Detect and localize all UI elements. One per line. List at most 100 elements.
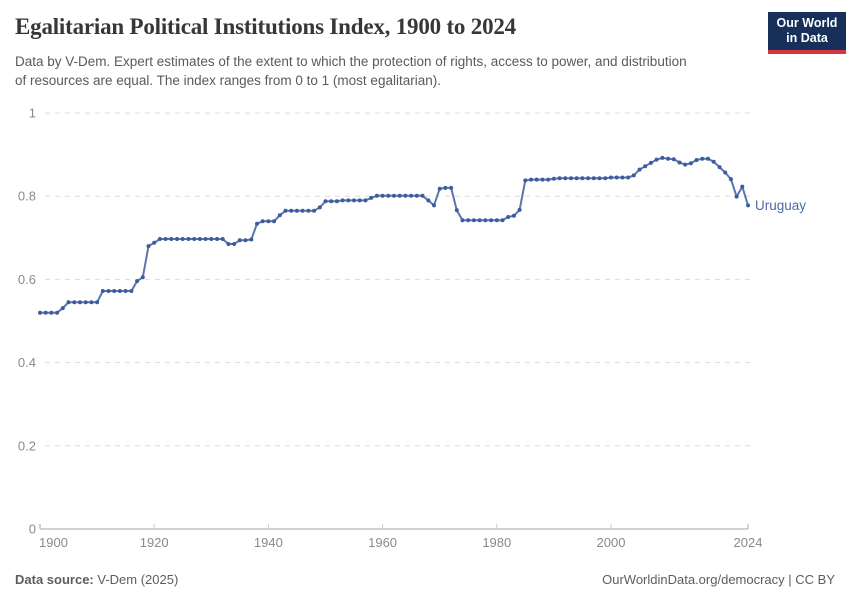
data-point[interactable]	[157, 237, 162, 241]
data-point[interactable]	[209, 237, 214, 241]
data-point[interactable]	[409, 193, 414, 198]
data-point[interactable]	[466, 218, 471, 223]
data-point[interactable]	[277, 213, 282, 218]
data-point[interactable]	[666, 156, 671, 161]
data-point[interactable]	[511, 213, 516, 218]
data-point[interactable]	[392, 193, 396, 198]
data-point[interactable]	[471, 218, 476, 223]
data-point[interactable]	[83, 300, 88, 305]
data-point[interactable]	[677, 160, 682, 165]
data-point[interactable]	[454, 208, 459, 213]
data-point[interactable]	[671, 157, 676, 162]
data-point[interactable]	[129, 289, 134, 293]
data-point[interactable]	[323, 199, 328, 204]
data-point[interactable]	[106, 289, 111, 293]
data-point[interactable]	[557, 176, 562, 181]
data-point[interactable]	[203, 237, 208, 241]
data-point[interactable]	[420, 193, 425, 198]
data-point[interactable]	[60, 306, 65, 311]
data-point[interactable]	[614, 175, 619, 180]
data-point[interactable]	[89, 300, 94, 305]
data-point[interactable]	[140, 275, 145, 280]
data-point[interactable]	[135, 279, 140, 284]
data-point[interactable]	[357, 198, 362, 203]
data-point[interactable]	[529, 177, 533, 182]
data-point[interactable]	[648, 160, 653, 165]
data-point[interactable]	[289, 208, 294, 213]
data-point[interactable]	[72, 300, 77, 305]
data-point[interactable]	[597, 176, 602, 181]
data-point[interactable]	[380, 193, 385, 198]
data-point[interactable]	[740, 184, 745, 189]
citation-link[interactable]: OurWorldinData.org/democracy | CC BY	[602, 572, 835, 587]
data-point[interactable]	[569, 176, 573, 181]
data-point[interactable]	[226, 242, 231, 246]
data-point[interactable]	[186, 237, 191, 241]
data-point[interactable]	[494, 218, 499, 223]
data-point[interactable]	[112, 289, 117, 293]
data-point[interactable]	[706, 156, 710, 161]
data-point[interactable]	[78, 300, 82, 305]
data-point[interactable]	[55, 310, 60, 315]
data-point[interactable]	[312, 208, 317, 213]
data-point[interactable]	[414, 193, 419, 198]
data-point[interactable]	[215, 237, 219, 241]
data-point[interactable]	[232, 242, 237, 246]
data-point[interactable]	[637, 167, 642, 172]
data-point[interactable]	[477, 218, 482, 223]
data-point[interactable]	[426, 198, 431, 203]
data-point[interactable]	[586, 176, 591, 181]
data-point[interactable]	[500, 218, 505, 223]
data-point[interactable]	[403, 193, 408, 198]
data-point[interactable]	[489, 218, 494, 223]
data-point[interactable]	[66, 300, 71, 305]
data-point[interactable]	[95, 300, 100, 305]
data-point[interactable]	[306, 208, 311, 213]
data-point[interactable]	[620, 175, 625, 180]
data-point[interactable]	[49, 310, 54, 315]
data-point[interactable]	[631, 173, 636, 178]
data-point[interactable]	[700, 156, 705, 161]
data-point[interactable]	[443, 185, 448, 190]
data-point[interactable]	[449, 185, 454, 190]
data-point[interactable]	[460, 218, 465, 223]
data-point[interactable]	[654, 157, 659, 162]
data-point[interactable]	[603, 176, 608, 181]
data-point[interactable]	[723, 170, 728, 175]
data-point[interactable]	[220, 237, 225, 241]
data-point[interactable]	[294, 208, 299, 213]
data-point[interactable]	[660, 155, 665, 160]
data-point[interactable]	[180, 237, 185, 241]
data-point[interactable]	[540, 177, 545, 182]
data-point[interactable]	[694, 158, 699, 162]
data-point[interactable]	[546, 177, 551, 182]
data-point[interactable]	[340, 198, 345, 203]
data-point[interactable]	[734, 194, 739, 199]
data-point[interactable]	[100, 289, 105, 293]
data-point[interactable]	[169, 237, 174, 241]
data-point[interactable]	[329, 199, 334, 204]
data-point[interactable]	[38, 310, 42, 315]
data-point[interactable]	[551, 176, 556, 181]
data-point[interactable]	[346, 198, 351, 203]
data-point[interactable]	[192, 237, 197, 241]
data-point[interactable]	[146, 244, 151, 249]
data-point[interactable]	[523, 178, 528, 183]
data-point[interactable]	[534, 177, 539, 182]
data-point[interactable]	[300, 208, 305, 213]
data-point[interactable]	[197, 237, 202, 241]
data-point[interactable]	[266, 219, 271, 224]
data-point[interactable]	[374, 193, 379, 198]
data-point[interactable]	[249, 237, 254, 242]
data-point[interactable]	[563, 176, 568, 181]
data-point[interactable]	[317, 205, 322, 210]
data-point[interactable]	[574, 176, 579, 181]
data-point[interactable]	[363, 198, 368, 203]
data-point[interactable]	[506, 215, 511, 219]
data-point[interactable]	[728, 177, 733, 182]
data-point[interactable]	[517, 207, 522, 212]
data-point[interactable]	[123, 289, 128, 293]
data-point[interactable]	[609, 175, 613, 180]
data-point[interactable]	[483, 218, 488, 223]
